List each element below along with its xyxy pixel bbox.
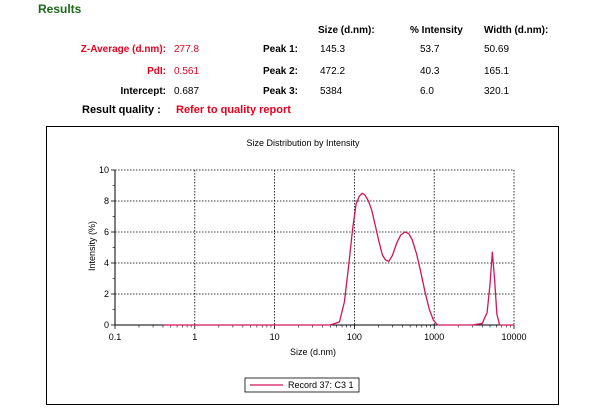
result-quality-label: Result quality : (82, 104, 161, 116)
pdi-label: PdI: (147, 66, 166, 77)
z-average-value: 277.8 (174, 44, 200, 55)
x-axis-label: Size (d.nm) (290, 347, 336, 357)
peak-2-intensity: 40.3 (420, 66, 440, 77)
peak-2-size: 472.2 (320, 66, 346, 77)
legend-box (244, 377, 360, 393)
peak-1-intensity: 53.7 (420, 44, 440, 55)
chart-frame (46, 126, 559, 405)
result-quality-link[interactable]: Refer to quality report (176, 104, 291, 116)
x-tick-label: 1 (192, 332, 197, 342)
y-tick-label: 8 (104, 196, 109, 206)
width-header: Width (d.nm): (484, 25, 549, 36)
intensity-header: % Intensity (410, 25, 463, 36)
x-tick-label: 100 (347, 332, 362, 342)
peak-3-size: 5384 (320, 86, 343, 97)
peak-3-intensity: 6.0 (420, 86, 434, 97)
pdi-value: 0.561 (174, 66, 200, 77)
x-tick-label: 0.1 (109, 332, 122, 342)
chart-grid (115, 169, 515, 325)
peak-3-width: 320.1 (484, 86, 510, 97)
y-tick-label: 0 (104, 320, 109, 330)
legend-label: Record 37: C3 1 (288, 380, 354, 390)
y-tick-label: 10 (99, 165, 109, 175)
y-tick-label: 4 (104, 258, 109, 268)
z-average-label: Z-Average (d.nm): (80, 44, 166, 55)
x-tick-label: 10000 (501, 332, 526, 342)
chart-legend: Record 37: C3 1 (244, 377, 360, 393)
y-tick-label: 2 (104, 289, 109, 299)
y-tick-label: 6 (104, 227, 109, 237)
x-tick-label: 10 (270, 332, 280, 342)
peak-1-label: Peak 1: (262, 44, 298, 55)
results-title: Results (38, 2, 82, 16)
intercept-value: 0.687 (174, 86, 200, 97)
peak-1-width: 50.69 (484, 44, 510, 55)
peak-2-label: Peak 2: (262, 66, 298, 77)
intercept-label: Intercept: (120, 86, 166, 97)
y-tick-labels: 0 2 4 6 8 10 (99, 165, 109, 330)
x-tick-labels: 0.1 1 10 100 1000 10000 (109, 332, 527, 342)
peak-2-width: 165.1 (484, 66, 510, 77)
y-axis-label: Intensity (%) (87, 221, 97, 271)
series-line (163, 192, 514, 326)
peak-1-size: 145.3 (320, 44, 346, 55)
chart-axes (111, 169, 515, 329)
peak-3-label: Peak 3: (262, 86, 298, 97)
size-header: Size (d.nm): (318, 25, 375, 36)
chart-title: Size Distribution by Intensity (246, 138, 360, 148)
chart-series (163, 192, 514, 326)
x-tick-label: 1000 (424, 332, 444, 342)
